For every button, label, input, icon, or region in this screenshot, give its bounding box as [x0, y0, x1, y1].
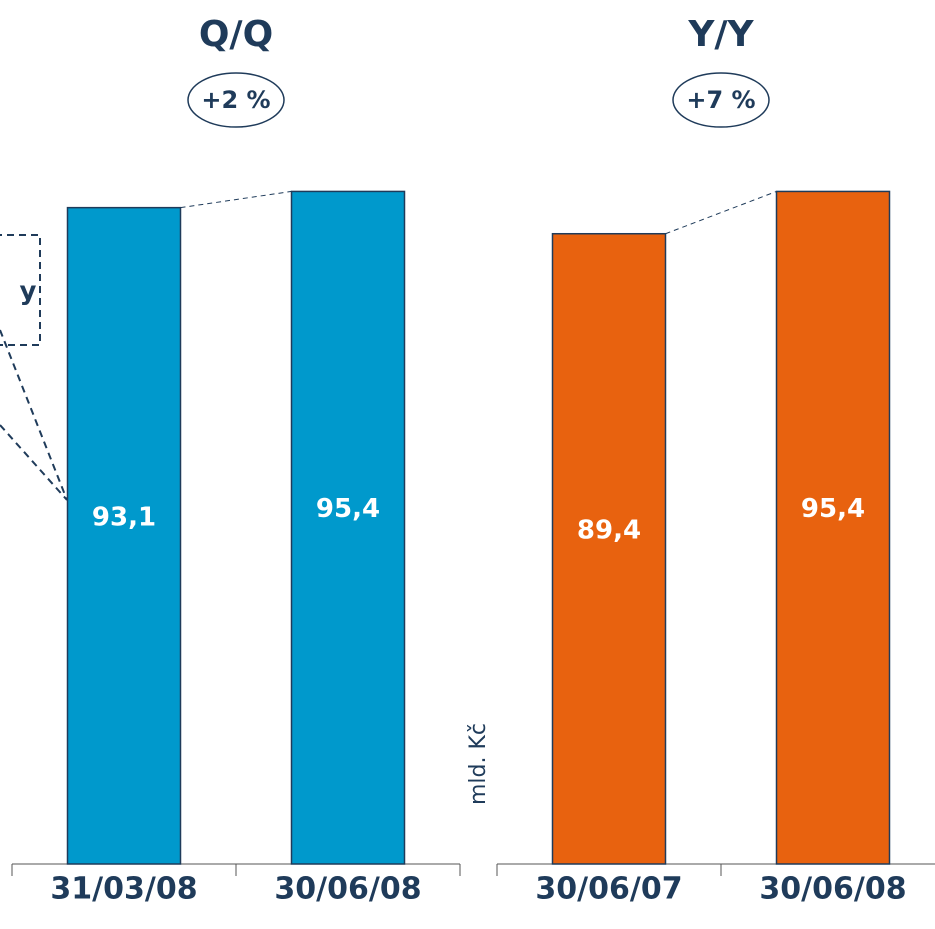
value-label: 95,4	[316, 494, 380, 524]
change-badge	[672, 72, 770, 128]
connector-line	[665, 190, 777, 235]
value-label: 95,4	[801, 494, 865, 524]
x-tick-label: 30/06/07	[535, 872, 682, 907]
x-tick-label: 30/06/08	[759, 872, 906, 907]
callout-text: y	[20, 277, 37, 307]
callout-line	[0, 329, 68, 501]
x-tick-label: 31/03/08	[50, 872, 197, 907]
change-label: +2 %	[201, 86, 270, 114]
bar	[551, 232, 667, 865]
x-tick-label: 30/06/08	[274, 872, 421, 907]
chart-title: Y/Y	[687, 14, 754, 55]
value-label: 93,1	[92, 502, 156, 532]
y-axis-label: mld. Kč	[466, 723, 491, 805]
change-label: +7 %	[686, 86, 755, 114]
bar	[290, 190, 406, 865]
bar	[775, 190, 891, 865]
connector-line	[180, 190, 292, 209]
callout-box	[0, 234, 41, 346]
callout-line	[0, 424, 68, 501]
chart-title: Q/Q	[199, 14, 273, 55]
bar	[66, 206, 182, 865]
value-label: 89,4	[577, 515, 641, 545]
change-badge	[187, 72, 285, 128]
